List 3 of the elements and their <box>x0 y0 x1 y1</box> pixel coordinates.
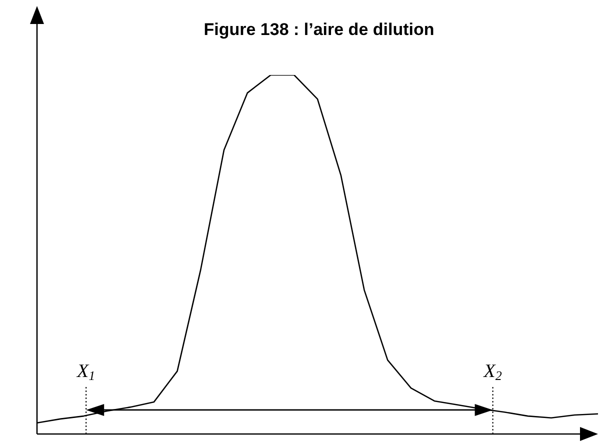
chart-title: Figure 138 : l’aire de dilution <box>202 20 436 40</box>
annotation: X$_{1}$ <box>76 361 96 384</box>
annotation: X$_{2}$ <box>482 361 502 384</box>
